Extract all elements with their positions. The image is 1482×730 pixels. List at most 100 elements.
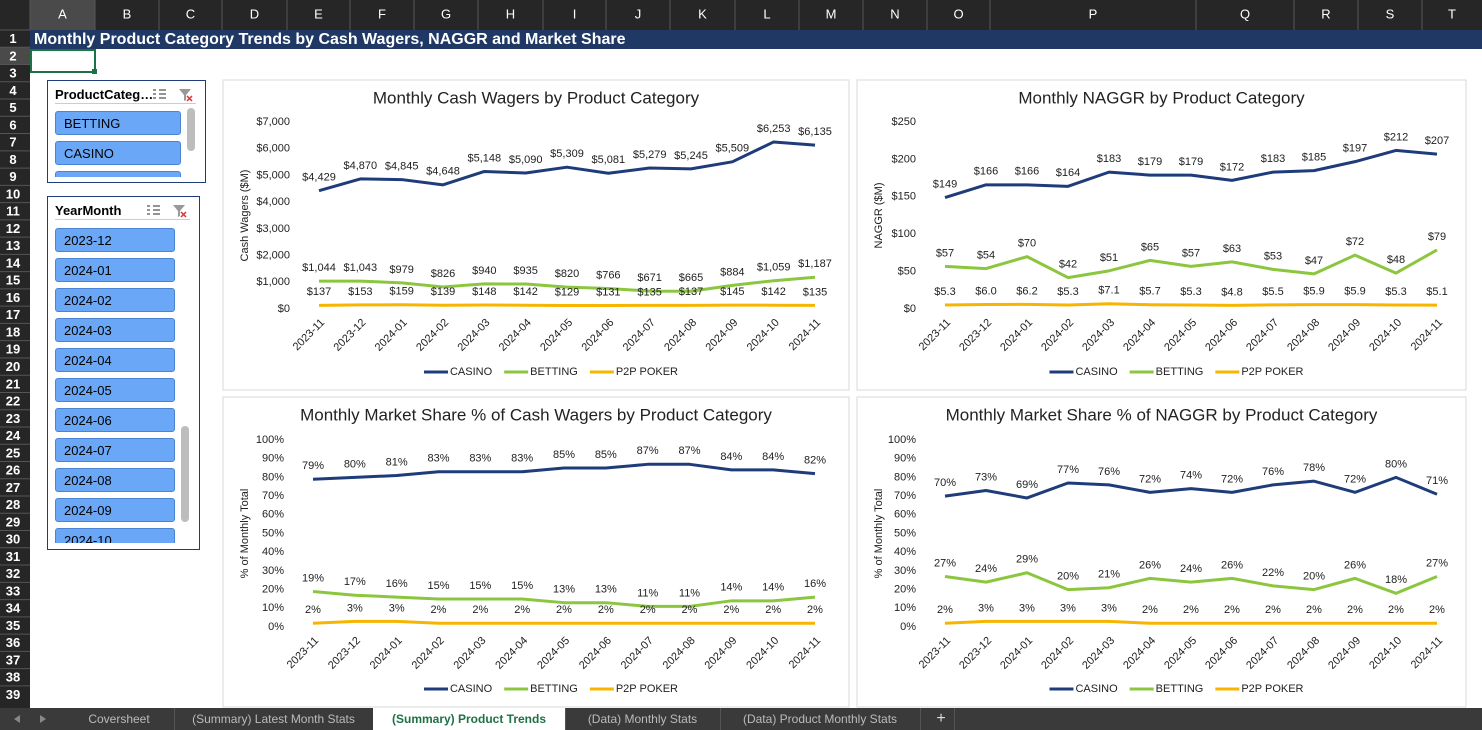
row-header[interactable]: 35 — [6, 618, 20, 633]
slicer-scrollbar[interactable] — [181, 426, 189, 522]
column-header[interactable]: N — [890, 6, 899, 21]
row-header[interactable]: 38 — [6, 670, 20, 685]
column-header[interactable]: A — [58, 6, 67, 21]
sheet-tab[interactable]: (Data) Monthly Stats — [565, 708, 721, 730]
column-header[interactable]: T — [1448, 6, 1456, 21]
row-header[interactable]: 14 — [6, 255, 21, 270]
row-header[interactable]: 11 — [6, 204, 20, 219]
clear-filter-icon[interactable] — [173, 205, 187, 218]
tab-nav[interactable] — [0, 708, 60, 730]
column-header[interactable]: P — [1089, 6, 1098, 21]
row-header[interactable]: 34 — [6, 601, 21, 616]
slicer-item[interactable]: 2024-04 — [55, 348, 175, 372]
series-line — [944, 302, 1438, 307]
row-header[interactable]: 30 — [6, 532, 20, 547]
row-header[interactable]: 8 — [9, 152, 16, 167]
column-header[interactable]: R — [1321, 6, 1330, 21]
tab-next[interactable] — [40, 715, 46, 723]
row-header[interactable]: 17 — [6, 307, 20, 322]
data-label: $5,309 — [550, 148, 584, 160]
row-header[interactable]: 26 — [6, 463, 20, 478]
row-header[interactable]: 2 — [9, 48, 16, 63]
row-header[interactable]: 23 — [6, 411, 20, 426]
row-header[interactable]: 32 — [6, 566, 20, 581]
data-label: 70% — [934, 477, 956, 489]
slicer-item[interactable]: P2P POKER — [55, 171, 181, 177]
slicer-item[interactable]: 2023-12 — [55, 228, 175, 252]
row-header[interactable]: 13 — [6, 238, 20, 253]
row-header[interactable]: 19 — [6, 342, 20, 357]
selected-cell[interactable] — [30, 49, 96, 73]
slicer-item[interactable]: 2024-06 — [55, 408, 175, 432]
column-header[interactable]: G — [441, 6, 451, 21]
column-header[interactable]: O — [953, 6, 963, 21]
slicer-item[interactable]: 2024-03 — [55, 318, 175, 342]
row-header[interactable]: 36 — [6, 635, 20, 650]
multi-select-icon[interactable] — [153, 89, 166, 99]
tab-prev[interactable] — [14, 715, 20, 723]
slicer-item[interactable]: 2024-07 — [55, 438, 175, 462]
column-header[interactable]: S — [1386, 6, 1395, 21]
row-header[interactable]: 12 — [6, 221, 20, 236]
sheet-tab[interactable]: (Summary) Product Trends — [373, 708, 566, 730]
row-header[interactable]: 5 — [9, 100, 16, 115]
row-header[interactable]: 9 — [9, 169, 16, 184]
column-header[interactable]: K — [698, 6, 707, 21]
row-header[interactable]: 25 — [6, 445, 20, 460]
sheet-tab[interactable]: (Summary) Latest Month Stats — [174, 708, 374, 730]
row-header[interactable]: 33 — [6, 583, 20, 598]
slicer-item[interactable]: 2024-09 — [55, 498, 175, 522]
sheet-tab[interactable]: (Data) Product Monthly Stats — [720, 708, 921, 730]
row-header[interactable]: 29 — [6, 514, 20, 529]
row-header[interactable]: 16 — [6, 290, 20, 305]
slicer-item[interactable]: CASINO — [55, 141, 181, 165]
slicer-scrollbar[interactable] — [187, 108, 195, 151]
row-header[interactable]: 22 — [6, 394, 20, 409]
column-header[interactable]: L — [763, 6, 770, 21]
row-header[interactable]: 31 — [6, 549, 20, 564]
slicer-icons[interactable] — [143, 201, 193, 219]
row-header[interactable]: 28 — [6, 497, 20, 512]
row-header[interactable]: 39 — [6, 687, 20, 702]
data-label: $179 — [1179, 156, 1203, 168]
row-header[interactable]: 18 — [6, 324, 20, 339]
column-header[interactable]: B — [123, 6, 132, 21]
column-header[interactable]: M — [826, 6, 837, 21]
legend-label: BETTING — [1156, 366, 1204, 378]
row-header[interactable]: 27 — [6, 480, 20, 495]
slicer-item[interactable]: 2024-02 — [55, 288, 175, 312]
column-header[interactable]: C — [186, 6, 195, 21]
row-header[interactable]: 4 — [9, 83, 17, 98]
sheet-tab[interactable]: Coversheet — [64, 708, 175, 730]
row-header[interactable]: 3 — [9, 66, 16, 81]
slicer-icons[interactable] — [149, 85, 199, 103]
slicer-item[interactable]: 2024-05 — [55, 378, 175, 402]
column-header[interactable]: I — [573, 6, 577, 21]
slicer-item[interactable]: 2024-01 — [55, 258, 175, 282]
row-header[interactable]: 37 — [6, 652, 20, 667]
row-header[interactable]: 24 — [6, 428, 21, 443]
clear-filter-icon[interactable] — [179, 89, 193, 102]
column-header[interactable]: F — [378, 6, 386, 21]
column-header[interactable]: D — [250, 6, 259, 21]
slicer-item[interactable]: 2024-10 — [55, 528, 175, 543]
slicer-item[interactable]: 2024-08 — [55, 468, 175, 492]
row-header[interactable]: 15 — [6, 273, 20, 288]
add-sheet-button[interactable]: + — [928, 708, 955, 730]
row-header[interactable]: 21 — [6, 376, 20, 391]
data-label: $1,043 — [344, 262, 378, 274]
column-header[interactable]: E — [314, 6, 323, 21]
column-header[interactable]: Q — [1240, 6, 1250, 21]
row-header[interactable]: 20 — [6, 359, 20, 374]
row-header[interactable]: 7 — [9, 135, 16, 150]
row-header[interactable]: 10 — [6, 186, 20, 201]
row-header[interactable]: 1 — [9, 31, 16, 46]
column-header[interactable]: J — [635, 6, 642, 21]
column-header[interactable]: H — [506, 6, 515, 21]
data-label: 3% — [347, 602, 363, 614]
multi-select-icon[interactable] — [147, 205, 160, 215]
fill-handle[interactable] — [92, 69, 97, 74]
data-label: 2% — [514, 604, 530, 616]
row-header[interactable]: 6 — [9, 117, 16, 132]
slicer-item[interactable]: BETTING — [55, 111, 181, 135]
